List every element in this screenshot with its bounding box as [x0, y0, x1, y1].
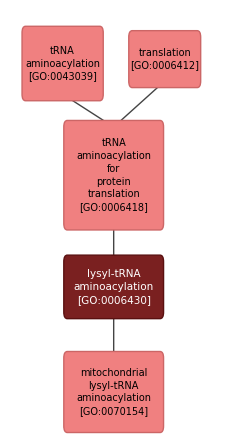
Text: mitochondrial
lysyl-tRNA
aminoacylation
[GO:0070154]: mitochondrial lysyl-tRNA aminoacylation …: [76, 368, 151, 416]
Text: lysyl-tRNA
aminoacylation
[GO:0006430]: lysyl-tRNA aminoacylation [GO:0006430]: [73, 269, 153, 305]
FancyBboxPatch shape: [22, 26, 103, 101]
FancyBboxPatch shape: [64, 351, 163, 433]
FancyBboxPatch shape: [64, 120, 163, 230]
Text: tRNA
aminoacylation
[GO:0043039]: tRNA aminoacylation [GO:0043039]: [25, 46, 100, 81]
Text: translation
[GO:0006412]: translation [GO:0006412]: [130, 48, 198, 71]
FancyBboxPatch shape: [64, 255, 163, 319]
FancyBboxPatch shape: [128, 31, 200, 88]
Text: tRNA
aminoacylation
for
protein
translation
[GO:0006418]: tRNA aminoacylation for protein translat…: [76, 138, 151, 212]
